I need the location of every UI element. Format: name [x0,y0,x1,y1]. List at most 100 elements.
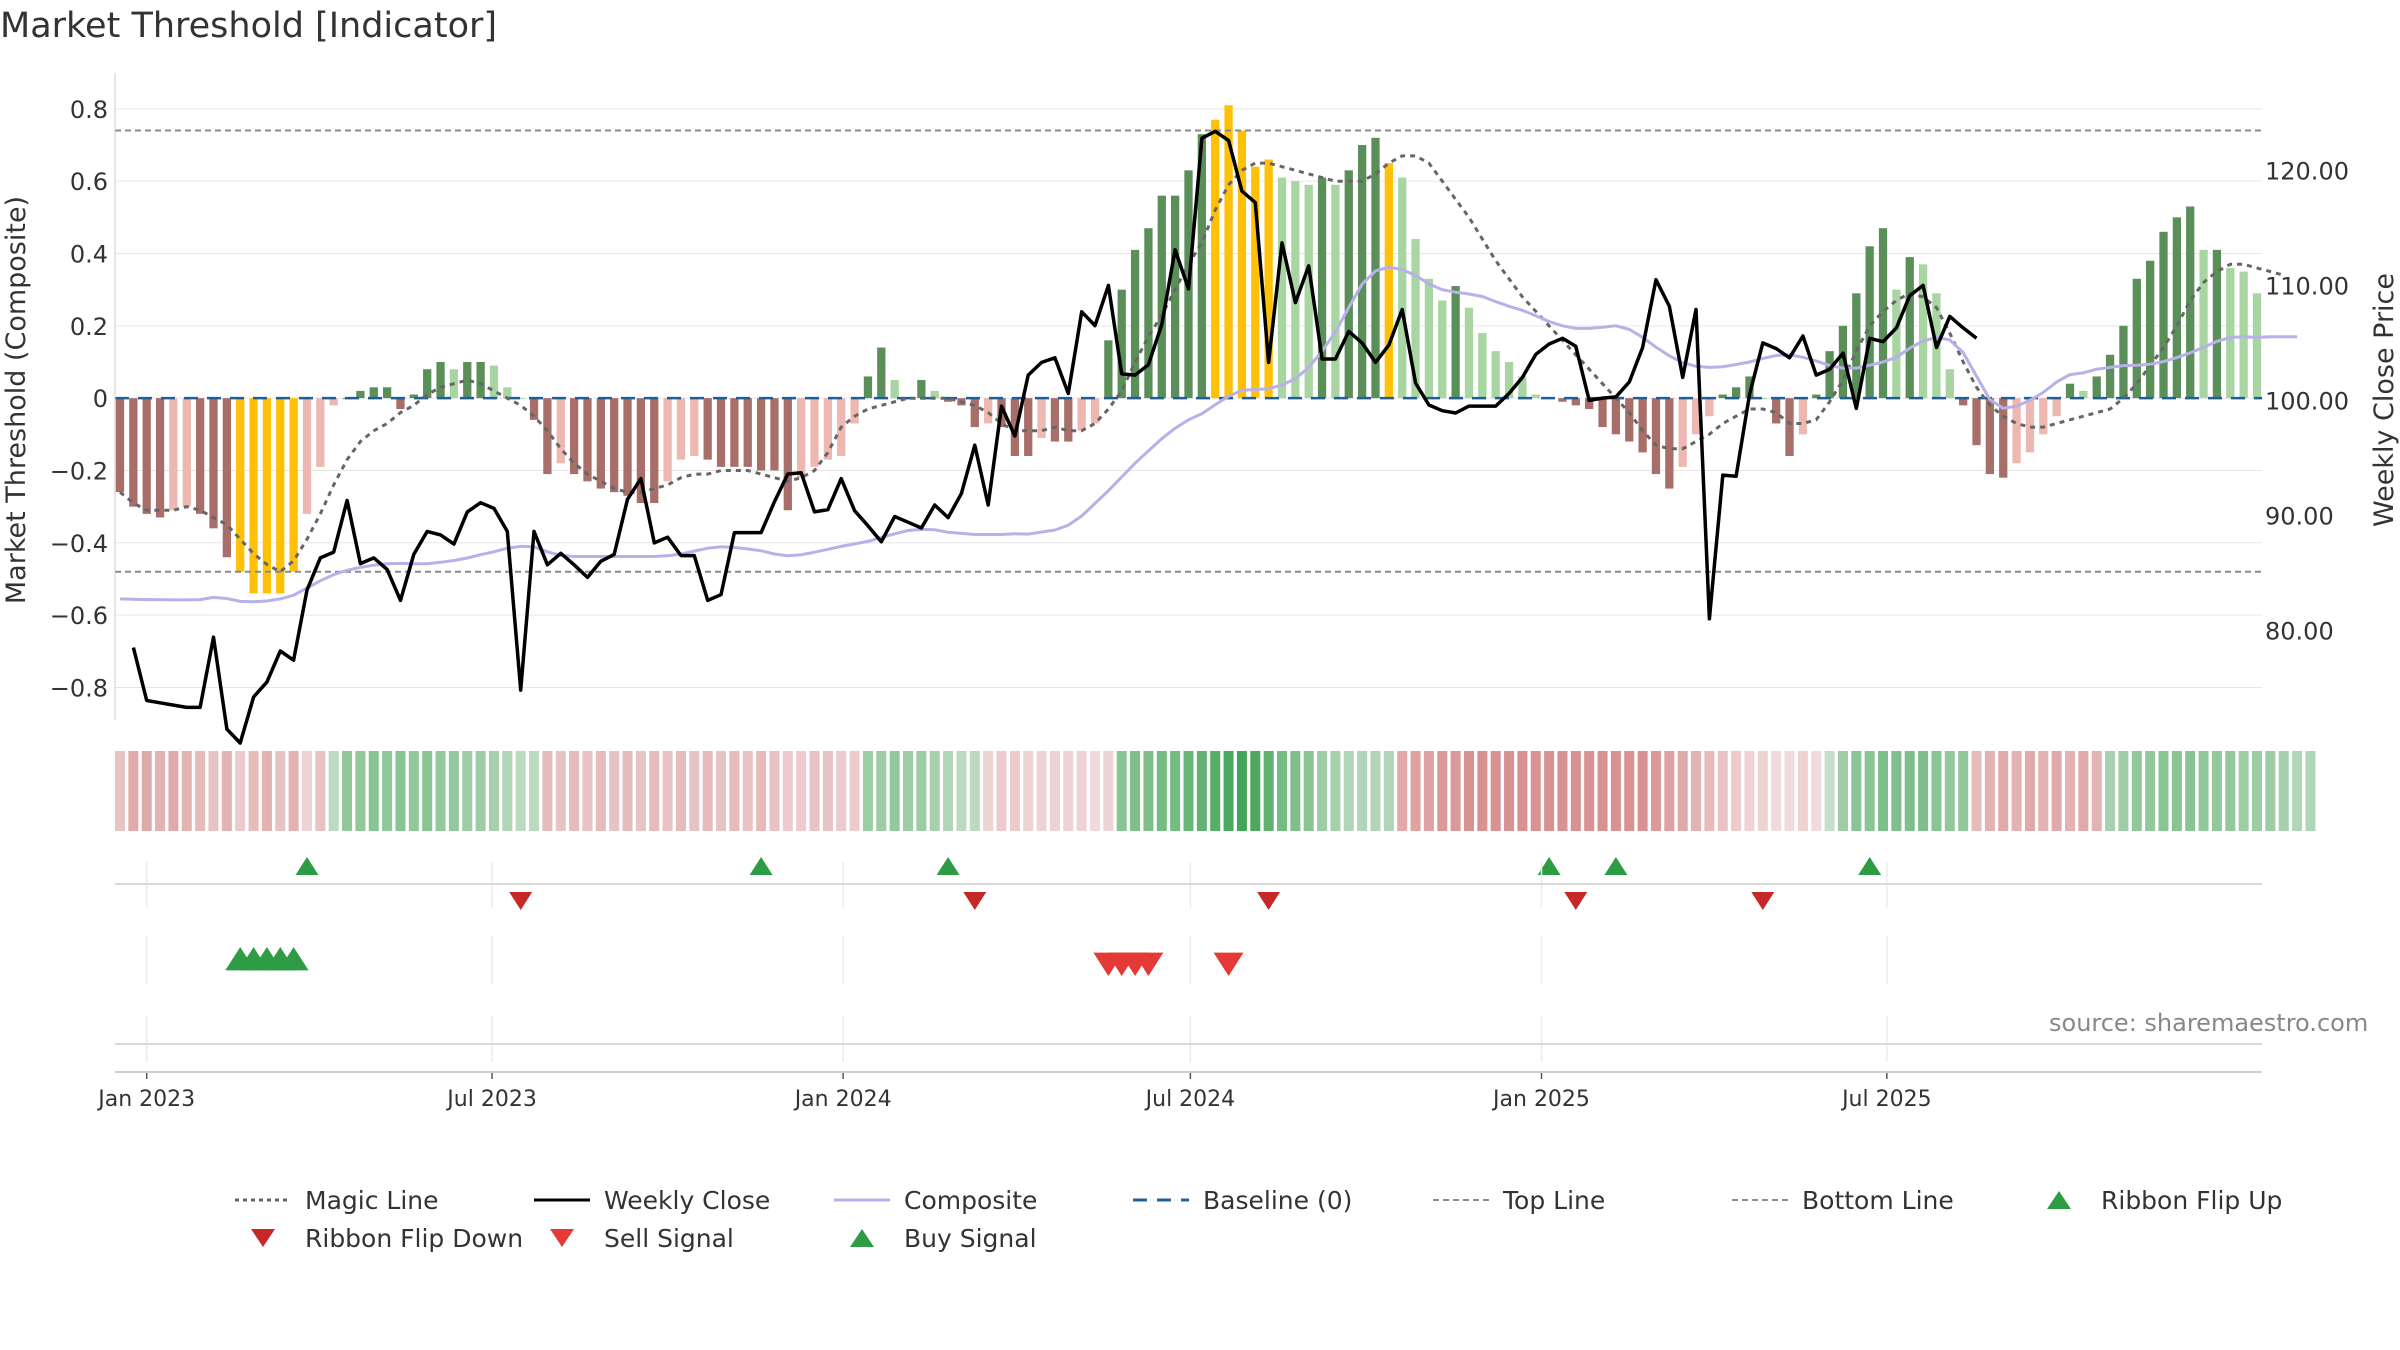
composite-bar [569,398,579,475]
ribbon-cell [2211,751,2222,831]
y-left-tick-label: −0.8 [50,674,108,702]
composite-bar [1411,239,1420,399]
ribbon-cell [2131,751,2142,831]
composite-bar [1691,398,1701,435]
composite-bar [1531,394,1540,399]
composite-bar [583,398,592,482]
ribbon-cell [2278,751,2289,831]
ribbon-cell [689,751,700,831]
ribbon-cell [1530,751,1541,831]
ribbon-cell [569,751,580,831]
ribbon-cell [609,751,620,831]
ribbon-cell [1156,751,1167,831]
composite-bar [1852,293,1861,399]
ribbon-cell [956,751,967,831]
composite-bar [1104,340,1113,399]
composite-bar [783,398,792,511]
ribbon-cell [622,751,633,831]
ribbon-cell [1504,751,1515,831]
ribbon-cell [809,751,820,831]
composite-bar [1464,307,1474,399]
ribbon-cell [2185,751,2196,831]
composite-bar [863,376,873,399]
ribbon-cell [2145,751,2156,831]
composite-bar [1665,398,1674,489]
ribbon-cell [155,751,166,831]
ribbon-cell [1330,751,1341,831]
ribbon-cell [1704,751,1715,831]
composite-bar [169,398,178,511]
composite-bar [1491,351,1500,399]
composite-bar [1050,398,1060,442]
composite-bar [1651,398,1661,475]
composite-bar [1010,398,1020,457]
signal-panels [225,857,1882,976]
ribbon-cell [328,751,339,831]
ribbon-cell [342,751,353,831]
ribbon-cell [1250,751,1261,831]
ribbon-cell [1944,751,1955,831]
ribbon-cell [315,751,326,831]
ribbon-cell [221,751,232,831]
sentiment-ribbon [114,751,2316,831]
composite-bar [1959,398,1968,406]
composite-bar [2065,383,2075,399]
composite-bar [1918,264,1928,399]
ribbon-cell [2171,751,2182,831]
composite-bar [1224,105,1233,399]
reference-lines [115,129,2262,573]
ribbon-cell [1904,751,1915,831]
ribbon-cell [1223,751,1234,831]
ribbon-flip-up-marker [1537,857,1561,875]
composite-bar [2079,390,2088,399]
composite-bar [676,398,686,460]
ribbon-cell [2078,751,2089,831]
ribbon-cell [1517,751,1528,831]
ribbon-cell [1103,751,1114,831]
ribbon-cell [1423,751,1434,831]
ribbon-cell [996,751,1007,831]
ribbon-cell [2265,751,2276,831]
y-left-tick-label: −0.2 [50,457,108,485]
composite-bar [529,398,539,420]
composite-bar [1090,398,1100,424]
composite-bar [1865,246,1874,399]
composite-bar [2226,267,2235,399]
ribbon-cell [862,751,873,831]
ribbon-cell [876,751,887,831]
composite-bar [356,390,365,399]
ribbon-cell [2158,751,2169,831]
composite-bar [1798,398,1808,435]
ribbon-flip-up-marker [295,857,319,875]
ribbon-cell [1357,751,1368,831]
ribbon-cell [1343,751,1354,831]
composite-bar [516,398,525,400]
ribbon-cell [1744,751,1755,831]
composite-bar [2252,293,2262,399]
composite-bar [2186,206,2195,399]
ribbon-cell [1490,751,1501,831]
ribbon-cell [2118,751,2129,831]
ribbon-cell [1597,751,1608,831]
ribbon-cell [782,751,793,831]
ribbon-cell [2238,751,2249,831]
composite-bar [1211,119,1220,399]
magic-line [119,154,2285,574]
composite-bar [489,365,499,399]
ribbon-cell [1544,751,1555,831]
ribbon-cell [702,751,713,831]
composite-bar [850,398,859,424]
y-left-tick-label: 0.8 [70,96,108,124]
composite-bar [623,398,632,496]
ribbon-flip-down-marker [963,892,987,910]
ribbon-cell [649,751,660,831]
ribbon-cell [1851,751,1862,831]
ribbon-cell [1370,751,1381,831]
composite-bar [1825,351,1834,399]
ribbon-flip-down-marker [1257,892,1281,910]
ribbon-cell [235,751,246,831]
composite-bar [1972,398,1981,446]
ribbon-cell [2011,751,2022,831]
ribbon-cell [462,751,473,831]
